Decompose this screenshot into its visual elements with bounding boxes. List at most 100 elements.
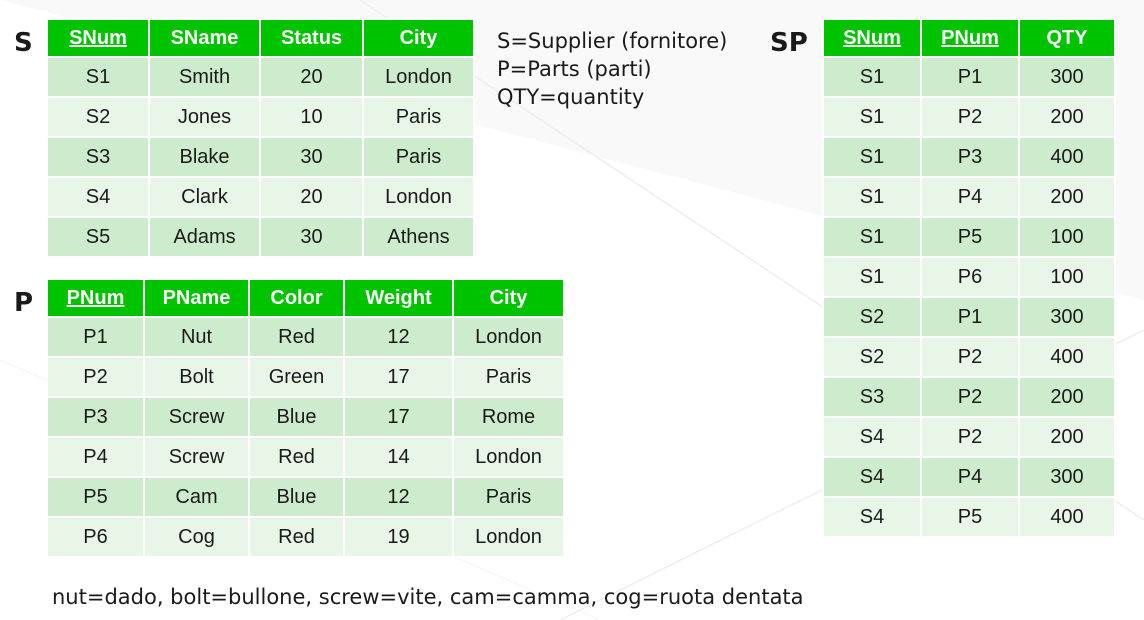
table-cell: 100 bbox=[1020, 258, 1114, 296]
table-row: S1 P1 300 bbox=[824, 58, 1114, 96]
table-cell: Smith bbox=[150, 58, 259, 96]
parts-table: PNum PName Color Weight City P1 Nut Red … bbox=[46, 278, 565, 558]
table-cell: P5 bbox=[48, 478, 143, 516]
table-cell: 200 bbox=[1020, 418, 1114, 456]
table-row: P1 Nut Red 12 London bbox=[48, 318, 563, 356]
legend-line: S=Supplier (fornitore) bbox=[497, 29, 728, 53]
table-cell: London bbox=[364, 178, 473, 216]
table-p-label: P bbox=[14, 288, 34, 318]
column-header: Color bbox=[250, 280, 343, 316]
table-cell: P2 bbox=[922, 98, 1018, 136]
table-header-row: SNum SName Status City bbox=[48, 20, 473, 56]
table-cell: 10 bbox=[261, 98, 362, 136]
table-row: S1 P6 100 bbox=[824, 258, 1114, 296]
table-cell: P2 bbox=[922, 418, 1018, 456]
table-row: P3 Screw Blue 17 Rome bbox=[48, 398, 563, 436]
table-cell: 14 bbox=[345, 438, 452, 476]
table-cell: 12 bbox=[345, 318, 452, 356]
table-header-row: SNum PNum QTY bbox=[824, 20, 1114, 56]
table-cell: P5 bbox=[922, 498, 1018, 536]
table-cell: S1 bbox=[48, 58, 148, 96]
table-cell: S2 bbox=[48, 98, 148, 136]
table-cell: S1 bbox=[824, 138, 920, 176]
table-cell: S1 bbox=[824, 218, 920, 256]
column-header: PNum bbox=[922, 20, 1018, 56]
table-cell: P5 bbox=[922, 218, 1018, 256]
table-cell: Blue bbox=[250, 478, 343, 516]
table-row: S3 Blake 30 Paris bbox=[48, 138, 473, 176]
table-cell: 200 bbox=[1020, 378, 1114, 416]
column-header: SName bbox=[150, 20, 259, 56]
table-cell: Paris bbox=[454, 478, 563, 516]
table-cell: 17 bbox=[345, 398, 452, 436]
table-cell: Cog bbox=[145, 518, 248, 556]
table-row: S3 P2 200 bbox=[824, 378, 1114, 416]
table-cell: 200 bbox=[1020, 178, 1114, 216]
table-row: P4 Screw Red 14 London bbox=[48, 438, 563, 476]
table-cell: Red bbox=[250, 518, 343, 556]
table-row: S2 P2 400 bbox=[824, 338, 1114, 376]
table-row: P6 Cog Red 19 London bbox=[48, 518, 563, 556]
table-cell: S2 bbox=[824, 338, 920, 376]
table-header-row: PNum PName Color Weight City bbox=[48, 280, 563, 316]
table-cell: Screw bbox=[145, 438, 248, 476]
table-row: S2 Jones 10 Paris bbox=[48, 98, 473, 136]
table-cell: London bbox=[364, 58, 473, 96]
table-cell: Blake bbox=[150, 138, 259, 176]
table-cell: Paris bbox=[364, 98, 473, 136]
table-cell: Athens bbox=[364, 218, 473, 256]
table-cell: P1 bbox=[922, 58, 1018, 96]
table-cell: Red bbox=[250, 318, 343, 356]
table-cell: 19 bbox=[345, 518, 452, 556]
table-cell: 400 bbox=[1020, 498, 1114, 536]
abbreviation-legend: S=Supplier (fornitore) P=Parts (parti) Q… bbox=[497, 27, 727, 111]
table-cell: Jones bbox=[150, 98, 259, 136]
table-cell: Nut bbox=[145, 318, 248, 356]
table-cell: P6 bbox=[922, 258, 1018, 296]
table-cell: S5 bbox=[48, 218, 148, 256]
table-cell: 30 bbox=[261, 138, 362, 176]
table-row: S4 P5 400 bbox=[824, 498, 1114, 536]
table-cell: 30 bbox=[261, 218, 362, 256]
table-cell: P1 bbox=[922, 298, 1018, 336]
table-cell: Screw bbox=[145, 398, 248, 436]
legend-line: P=Parts (parti) bbox=[497, 57, 652, 81]
table-cell: Cam bbox=[145, 478, 248, 516]
table-row: P2 Bolt Green 17 Paris bbox=[48, 358, 563, 396]
table-cell: S2 bbox=[824, 298, 920, 336]
table-cell: 100 bbox=[1020, 218, 1114, 256]
table-row: S1 P3 400 bbox=[824, 138, 1114, 176]
table-row: S1 P5 100 bbox=[824, 218, 1114, 256]
table-cell: P4 bbox=[922, 458, 1018, 496]
table-row: P5 Cam Blue 12 Paris bbox=[48, 478, 563, 516]
table-row: S4 Clark 20 London bbox=[48, 178, 473, 216]
table-cell: P2 bbox=[922, 378, 1018, 416]
table-cell: S1 bbox=[824, 258, 920, 296]
table-cell: S4 bbox=[824, 458, 920, 496]
column-header: Status bbox=[261, 20, 362, 56]
column-header: SNum bbox=[48, 20, 148, 56]
column-header: City bbox=[364, 20, 473, 56]
table-cell: London bbox=[454, 318, 563, 356]
column-header: Weight bbox=[345, 280, 452, 316]
table-cell: P1 bbox=[48, 318, 143, 356]
table-cell: P2 bbox=[48, 358, 143, 396]
table-cell: S1 bbox=[824, 58, 920, 96]
translation-note: nut=dado, bolt=bullone, screw=vite, cam=… bbox=[52, 585, 804, 609]
table-s-label: S bbox=[14, 28, 33, 58]
table-cell: 17 bbox=[345, 358, 452, 396]
table-cell: Clark bbox=[150, 178, 259, 216]
table-cell: Adams bbox=[150, 218, 259, 256]
table-cell: 400 bbox=[1020, 138, 1114, 176]
table-cell: P4 bbox=[922, 178, 1018, 216]
column-header: PNum bbox=[48, 280, 143, 316]
table-cell: P3 bbox=[922, 138, 1018, 176]
table-cell: 300 bbox=[1020, 458, 1114, 496]
table-cell: P6 bbox=[48, 518, 143, 556]
column-header: SNum bbox=[824, 20, 920, 56]
table-row: S2 P1 300 bbox=[824, 298, 1114, 336]
table-row: S1 P2 200 bbox=[824, 98, 1114, 136]
table-row: S5 Adams 30 Athens bbox=[48, 218, 473, 256]
table-cell: P4 bbox=[48, 438, 143, 476]
table-cell: S4 bbox=[48, 178, 148, 216]
